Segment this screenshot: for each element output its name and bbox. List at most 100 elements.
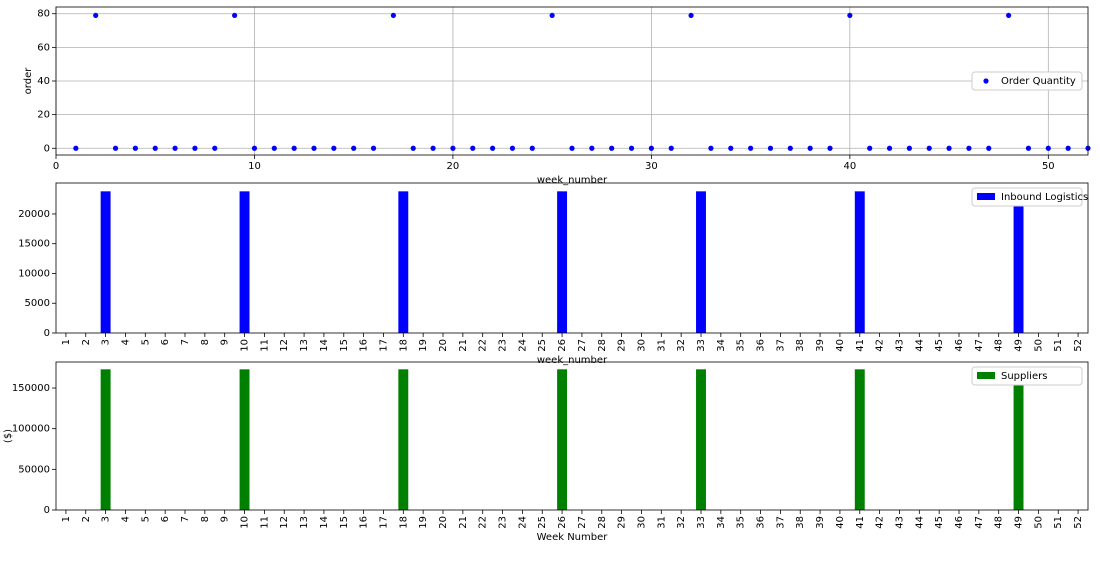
legend-label: Order Quantity [1001, 76, 1076, 87]
x-tick-label: 49 [1014, 339, 1025, 352]
point [390, 12, 396, 19]
x-tick-label: 2 [81, 516, 92, 522]
point [728, 145, 734, 151]
x-tick-label: 44 [914, 339, 925, 352]
point [370, 145, 377, 151]
x-tick-label: 39 [815, 516, 826, 529]
point [132, 145, 138, 151]
x-tick-label: 11 [259, 516, 270, 529]
x-tick-label: 42 [875, 339, 886, 352]
x-tick-label: 20 [438, 339, 449, 352]
x-tick-label: 25 [537, 516, 548, 529]
point [807, 145, 813, 151]
x-axis-label: week_number [537, 355, 608, 366]
point [767, 145, 774, 151]
point [688, 12, 694, 19]
x-tick-label: 26 [557, 516, 568, 529]
point [251, 145, 258, 151]
y-tick-label: 0 [44, 143, 50, 154]
x-tick-label: 33 [696, 339, 707, 352]
x-tick-label: 34 [716, 516, 727, 529]
y-tick-label: 20 [37, 110, 50, 121]
plot-frame [55, 6, 1089, 156]
x-tick-label: 19 [418, 339, 429, 352]
x-axis-label: week_number [537, 175, 608, 186]
y-tick-label: 20000 [18, 209, 50, 220]
point [867, 145, 873, 151]
bar [100, 369, 111, 510]
x-tick-label: 38 [795, 339, 806, 352]
x-tick-label: 10 [240, 516, 251, 529]
legend-marker [983, 78, 989, 84]
y-tick-label: 0 [44, 505, 50, 516]
x-tick-label: 17 [378, 516, 389, 529]
point [311, 145, 317, 151]
x-tick-label: 2 [81, 339, 92, 345]
y-axis-label: ($) [3, 429, 14, 443]
x-tick-label: 9 [220, 516, 231, 522]
x-tick-label: 51 [1053, 516, 1064, 529]
point [946, 145, 952, 151]
point [787, 145, 793, 151]
y-tick-label: 80 [37, 9, 50, 20]
x-tick-label: 52 [1073, 516, 1084, 529]
point [668, 145, 674, 151]
point [172, 145, 178, 151]
x-tick-label: 50 [1033, 339, 1044, 352]
x-tick-label: 33 [696, 516, 707, 529]
x-tick-label: 40 [835, 516, 846, 529]
y-tick-label: 0 [44, 328, 50, 339]
x-tick-label: 13 [299, 339, 310, 352]
x-tick-label: 3 [101, 339, 112, 345]
x-tick-label: 17 [378, 339, 389, 352]
point [152, 145, 158, 151]
x-tick-label: 40 [843, 161, 856, 172]
point [589, 145, 595, 151]
point [648, 145, 654, 151]
point [331, 145, 337, 151]
point [470, 145, 476, 151]
x-tick-label: 23 [498, 516, 509, 529]
x-tick-label: 3 [101, 516, 112, 522]
x-tick-label: 21 [458, 339, 469, 352]
x-tick-label: 8 [200, 516, 211, 522]
x-tick-label: 35 [736, 516, 747, 529]
x-tick-label: 45 [934, 339, 945, 352]
point [291, 145, 297, 151]
x-tick-label: 45 [934, 516, 945, 529]
x-axis-label: Week Number [537, 532, 609, 543]
x-tick-label: 10 [240, 339, 251, 352]
bar [239, 369, 250, 510]
x-tick-label: 29 [617, 516, 628, 529]
y-tick-label: 100000 [12, 424, 50, 435]
bar [1013, 369, 1024, 510]
bar [1013, 191, 1024, 333]
point [628, 145, 635, 151]
x-tick-label: 14 [319, 516, 330, 529]
legend-label: Inbound Logistics [1001, 192, 1088, 203]
bar [100, 191, 111, 333]
x-tick-label: 50 [1042, 161, 1055, 172]
x-tick-label: 0 [53, 161, 59, 172]
point [886, 145, 893, 151]
point [1006, 12, 1012, 19]
x-tick-label: 16 [359, 516, 370, 529]
x-tick-label: 42 [875, 516, 886, 529]
x-tick-label: 36 [756, 516, 767, 529]
x-tick-label: 10 [248, 161, 261, 172]
x-tick-label: 12 [279, 339, 290, 352]
x-tick-label: 15 [339, 516, 350, 529]
x-tick-label: 36 [756, 339, 767, 352]
point [1025, 145, 1032, 151]
x-tick-label: 22 [478, 516, 489, 529]
x-tick-label: 14 [319, 339, 330, 352]
x-tick-label: 51 [1053, 339, 1064, 352]
x-tick-label: 31 [656, 339, 667, 352]
point [490, 145, 496, 151]
x-tick-label: 47 [974, 516, 985, 529]
point [450, 145, 456, 151]
x-tick-label: 4 [120, 516, 131, 522]
x-tick-label: 12 [279, 516, 290, 529]
x-tick-label: 20 [438, 516, 449, 529]
